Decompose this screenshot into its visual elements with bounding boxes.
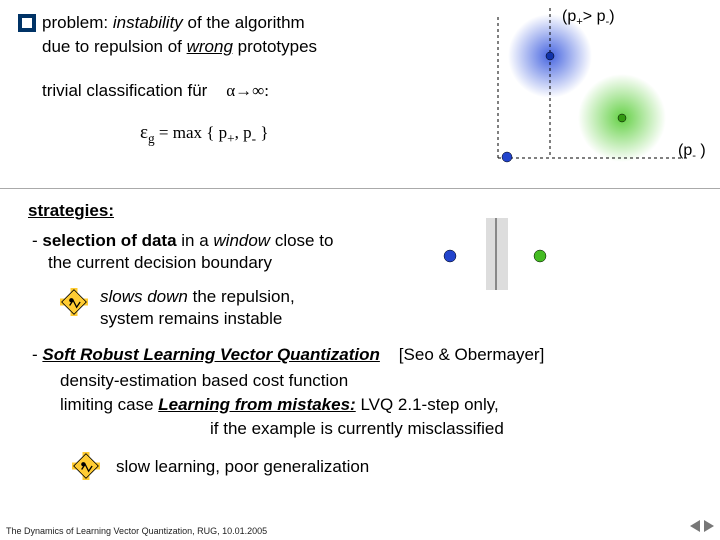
eps-end: }: [256, 123, 268, 142]
slowdown-text: slows down the repulsion,: [100, 286, 295, 309]
warning-icon-2: [72, 452, 100, 480]
density-text: density-estimation based cost function: [60, 370, 348, 393]
eps-rhs: = max { p: [155, 123, 228, 142]
problem-text-b: instability: [113, 13, 183, 32]
proto-blue-dot: [500, 150, 514, 169]
nav-arrows[interactable]: [688, 516, 716, 536]
problem-text-c: of the algorithm: [183, 13, 305, 32]
limiting-text-l2: if the example is currently misclassifie…: [210, 418, 504, 441]
soft-robust: - Soft Robust Learning Vector Quantizati…: [32, 344, 544, 367]
slowdown-text-l2: system remains instable: [100, 308, 282, 331]
limiting-text: limiting case Learning from mistakes: LV…: [60, 394, 499, 417]
scatter-diagram-small: [428, 218, 568, 290]
eps-sub: g: [148, 131, 155, 146]
problem2-b: wrong: [187, 37, 233, 56]
eps-mid: , p: [235, 123, 252, 142]
scatter-diagram-top: [490, 8, 690, 178]
eps: ε: [140, 122, 148, 143]
footer-text: The Dynamics of Learning Vector Quantiza…: [6, 526, 267, 536]
trivial-arrow: α→∞:: [226, 81, 269, 100]
problem2-c: prototypes: [233, 37, 317, 56]
top-label-pplus: (p+> p-): [562, 6, 615, 30]
side-label-pminus: (p- ): [678, 140, 706, 164]
problem-line1: problem: instability of the algorithm: [42, 12, 305, 35]
epsilon-eq: εg = max { p+, p- }: [140, 120, 269, 148]
problem2-a: due to repulsion of: [42, 37, 187, 56]
soft-ref: [Seo & Obermayer]: [399, 345, 545, 364]
problem-text-a: problem:: [42, 13, 113, 32]
strategy-selection-l2: the current decision boundary: [48, 252, 272, 275]
trivial-text: trivial classification für α→∞:: [42, 80, 269, 103]
strategy-selection: - selection of data in a window close to: [32, 230, 333, 253]
slow-learning-text: slow learning, poor generalization: [116, 456, 369, 479]
strategies-heading: strategies:: [28, 200, 114, 223]
eps-p1: +: [227, 131, 235, 146]
problem-line2: due to repulsion of wrong prototypes: [42, 36, 317, 59]
trivial-a: trivial classification für: [42, 81, 207, 100]
bullet-square: [18, 14, 36, 32]
warning-icon: [60, 288, 88, 316]
divider: [0, 188, 720, 189]
